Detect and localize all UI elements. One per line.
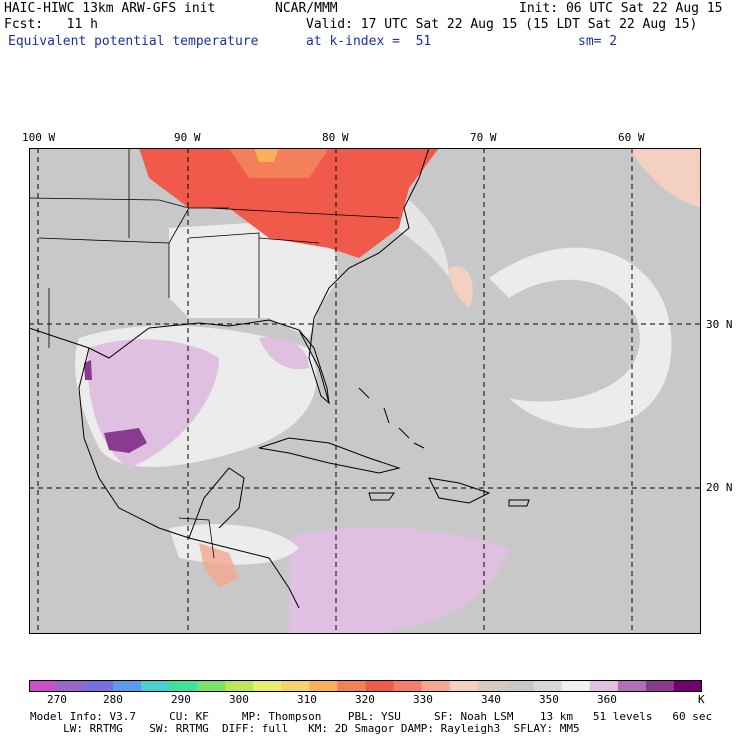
- colorbar: [29, 680, 702, 692]
- colorbar-label-270: 270: [47, 693, 67, 706]
- smoothing-info: sm= 2: [578, 34, 618, 49]
- map-frame: [29, 148, 701, 634]
- warm-core-orange: [229, 148, 329, 178]
- texas-coast-purple-cell: [84, 360, 92, 380]
- colorbar-swatch: [29, 680, 58, 692]
- lat-label-20n: 20 N: [706, 481, 733, 494]
- gulf-purple-cell: [104, 428, 147, 453]
- colorbar-label-310: 310: [297, 693, 317, 706]
- org-label: NCAR/MMM: [275, 1, 338, 16]
- colorbar-swatch: [449, 680, 479, 692]
- valid-time: Valid: 17 UTC Sat 22 Aug 15 (15 LDT Sat …: [306, 17, 698, 32]
- southeast-land: [169, 218, 339, 338]
- ne-warm-patch: [629, 148, 701, 208]
- warm-core-yellow: [254, 148, 279, 162]
- colorbar-swatch: [589, 680, 619, 692]
- lon-label-70w: 70 W: [470, 131, 497, 144]
- colorbar-swatch: [673, 680, 702, 692]
- colorbar-swatch: [505, 680, 535, 692]
- eastern-gulf-lavender: [259, 337, 309, 370]
- model-info-line2: LW: RRTMG SW: RRTMG DIFF: full KM: 2D Sm…: [30, 722, 580, 735]
- theta-e-map: [29, 148, 701, 634]
- colorbar-swatch: [225, 680, 254, 692]
- colorbar-swatch: [421, 680, 451, 692]
- colorbar-swatch: [197, 680, 226, 692]
- colorbar-swatch: [281, 680, 310, 692]
- colorbar-swatch: [169, 680, 198, 692]
- colorbar-swatch: [113, 680, 142, 692]
- lon-label-100w: 100 W: [22, 131, 56, 144]
- model-title: HAIC-HIWC 13km ARW-GFS init: [4, 1, 216, 16]
- colorbar-label-320: 320: [355, 693, 375, 706]
- atlantic-swirl: [489, 247, 672, 429]
- colorbar-swatch: [533, 680, 563, 692]
- colorbar-swatch: [337, 680, 366, 692]
- colorbar-label-340: 340: [481, 693, 501, 706]
- colorbar-label-360: 360: [597, 693, 617, 706]
- colorbar-swatch: [365, 680, 395, 692]
- colorbar-swatch: [561, 680, 591, 692]
- colorbar-swatch: [617, 680, 647, 692]
- lon-label-60w: 60 W: [618, 131, 645, 144]
- caribbean-lavender: [289, 527, 509, 634]
- colorbar-swatch: [477, 680, 507, 692]
- model-info-line1: Model Info: V3.7 CU: KF MP: Thompson PBL…: [30, 710, 713, 723]
- colorbar-label-290: 290: [171, 693, 191, 706]
- midatlantic-warm-region: [139, 148, 439, 258]
- colorbar-swatch: [141, 680, 170, 692]
- level-info: at k-index = 51: [306, 34, 432, 49]
- honduras-warm-patch: [199, 543, 239, 588]
- lon-label-80w: 80 W: [322, 131, 349, 144]
- coastlines: [29, 148, 530, 609]
- field-name: Equivalent potential temperature: [8, 34, 259, 49]
- colorbar-label-280: 280: [103, 693, 123, 706]
- atlantic-warm-patch: [449, 266, 473, 308]
- colorbar-label-350: 350: [539, 693, 559, 706]
- graticule: [29, 148, 701, 634]
- colorbar-swatch: [309, 680, 338, 692]
- forecast-hour: Fcst: 11 h: [4, 17, 98, 32]
- colorbar-swatch: [85, 680, 114, 692]
- political-borders: [29, 148, 400, 559]
- colorbar-unit: K: [698, 693, 705, 706]
- colorbar-frame: [29, 680, 702, 692]
- init-time: Init: 06 UTC Sat 22 Aug 15: [519, 1, 723, 16]
- lat-label-30n: 30 N: [706, 318, 733, 331]
- colorbar-swatch: [645, 680, 675, 692]
- lon-label-90w: 90 W: [174, 131, 201, 144]
- colorbar-swatch: [393, 680, 423, 692]
- colorbar-label-330: 330: [413, 693, 433, 706]
- colorbar-swatch: [57, 680, 86, 692]
- colorbar-label-300: 300: [229, 693, 249, 706]
- colorbar-swatch: [253, 680, 282, 692]
